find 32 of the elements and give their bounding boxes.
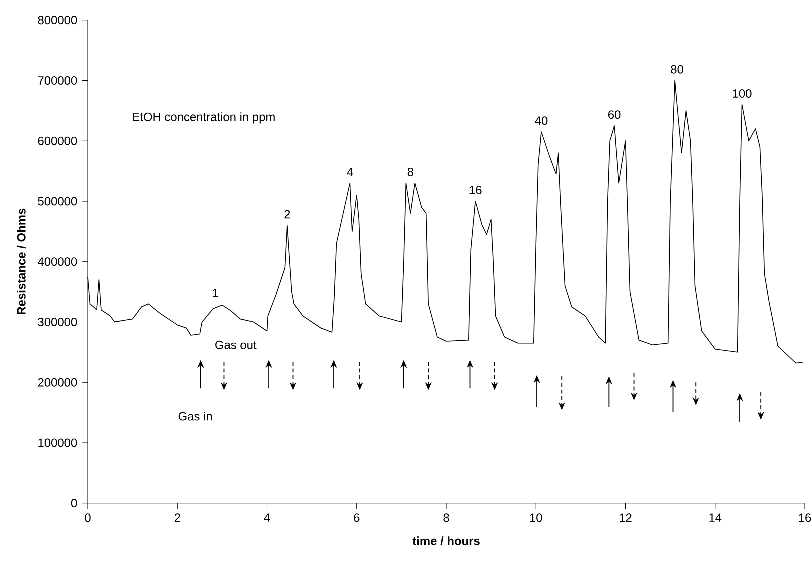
y-tick-label: 300000 <box>38 318 78 326</box>
annotation: 80 <box>671 65 684 74</box>
annotation: Gas out <box>216 340 257 350</box>
x-tick-label: 0 <box>85 514 91 522</box>
annotation: 60 <box>608 110 621 119</box>
y-tick-label: 400000 <box>38 257 78 266</box>
annotation: 100 <box>733 89 752 98</box>
annotation: 16 <box>470 186 482 194</box>
y-axis-title: Resistance / Ohms <box>17 208 26 314</box>
y-tick-label: 0 <box>71 498 78 508</box>
annotation: 8 <box>408 168 414 176</box>
x-tick-label: 12 <box>620 514 632 522</box>
annotation: 1 <box>213 288 218 298</box>
annotation: 2 <box>284 210 290 219</box>
x-tick-label: 16 <box>799 514 812 522</box>
y-tick-label: 700000 <box>38 76 78 85</box>
annotation: 40 <box>535 116 548 125</box>
y-tick-label: 100000 <box>38 438 78 448</box>
x-tick-label: 6 <box>354 514 360 522</box>
x-tick-label: 8 <box>444 514 450 522</box>
annotation: 4 <box>347 168 354 176</box>
x-tick-label: 2 <box>174 514 180 522</box>
y-tick-label: 500000 <box>38 197 78 206</box>
annotation: EtOH concentration in ppm <box>133 112 275 124</box>
x-axis-title: time / hours <box>412 536 480 546</box>
x-tick-label: 4 <box>264 514 270 522</box>
y-tick-label: 600000 <box>38 136 78 146</box>
annotation: Gas in <box>178 412 212 421</box>
x-tick-label: 14 <box>710 514 722 522</box>
y-tick-label: 200000 <box>38 378 78 387</box>
y-tick-label: 800000 <box>38 16 78 24</box>
x-tick-label: 10 <box>530 514 542 522</box>
